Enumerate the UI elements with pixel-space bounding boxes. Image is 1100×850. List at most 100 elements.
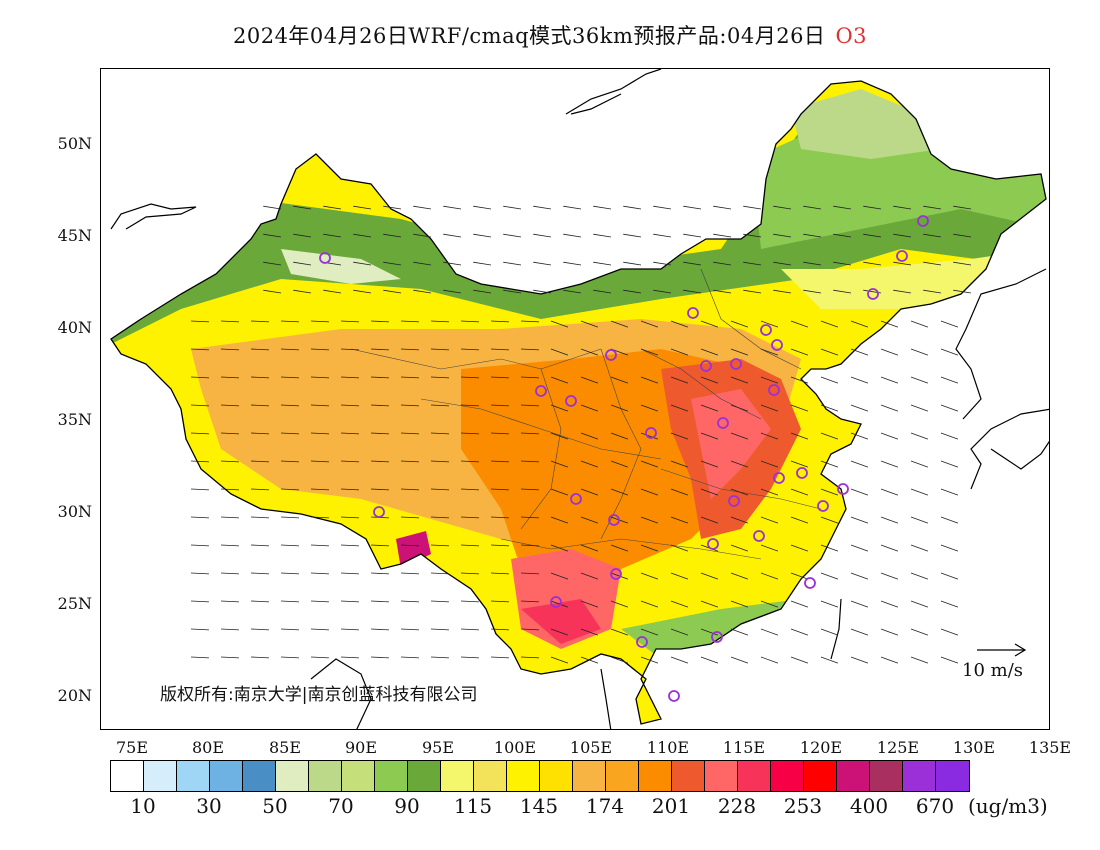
wind-vector: [220, 628, 239, 631]
wind-vector: [310, 516, 329, 519]
wind-vector: [400, 628, 419, 631]
wind-vector: [743, 233, 762, 238]
wind-vector: [250, 348, 269, 351]
wind-vector: [353, 205, 372, 210]
wind-vector: [400, 656, 419, 659]
wind-vector: [430, 572, 449, 575]
wind-vector: [190, 572, 209, 575]
wind-vector: [760, 404, 779, 412]
wind-vector: [910, 376, 929, 384]
wind-vector: [790, 516, 809, 524]
wind-vector: [880, 432, 899, 440]
wind-vector: [400, 544, 419, 547]
wind-vector: [293, 261, 312, 266]
colorbar-swatch: [243, 761, 276, 791]
wind-vector: [803, 261, 822, 266]
wind-vector: [910, 320, 929, 328]
wind-vector: [280, 488, 299, 491]
wind-vector: [190, 628, 209, 631]
lon-label: 100E: [493, 738, 537, 757]
wind-vector: [820, 544, 839, 552]
wind-vector: [310, 376, 329, 379]
wind-vector: [700, 600, 719, 608]
wind-vector: [430, 376, 449, 379]
wind-vector: [953, 205, 972, 210]
wind-vector: [220, 516, 239, 519]
colorbar-label: 30: [196, 794, 222, 818]
colorbar: [110, 760, 970, 792]
wind-vector: [340, 320, 359, 323]
wind-vector: [610, 488, 629, 496]
colorbar-swatch: [342, 761, 375, 791]
wind-vector: [610, 432, 629, 440]
wind-vector: [910, 460, 929, 468]
wind-vector: [503, 205, 522, 210]
wind-vector: [580, 348, 599, 356]
wind-vector: [640, 488, 659, 496]
wind-vector: [413, 289, 432, 294]
wind-vector: [923, 205, 942, 210]
wind-vector: [910, 404, 929, 412]
wind-vector: [430, 460, 449, 463]
wind-vector: [670, 516, 689, 524]
wind-vector: [550, 572, 569, 580]
wind-vector: [443, 261, 462, 266]
wind-vector: [563, 233, 582, 238]
wind-vector: [503, 233, 522, 238]
wind-vector: [400, 488, 419, 491]
wind-vector: [460, 460, 479, 463]
wind-vector: [760, 544, 779, 552]
wind-vector: [580, 516, 599, 524]
wind-vector: [353, 261, 372, 266]
wind-vector: [220, 544, 239, 547]
wind-vector: [760, 432, 779, 440]
colorbar-swatch: [507, 761, 540, 791]
wind-vector: [910, 600, 929, 608]
wind-vector: [460, 600, 479, 603]
wind-vector: [880, 628, 899, 636]
wind-vector: [700, 488, 719, 496]
wind-vector: [850, 320, 869, 328]
wind-vector: [250, 432, 269, 435]
colorbar-swatch: [408, 761, 441, 791]
colorbar-swatch: [474, 761, 507, 791]
wind-vector: [280, 404, 299, 407]
wind-vector: [833, 261, 852, 266]
wind-vector: [880, 544, 899, 552]
wind-vector: [460, 628, 479, 631]
wind-vector: [940, 404, 959, 412]
colorbar-swatch: [837, 761, 870, 791]
wind-vector: [190, 404, 209, 407]
wind-vector: [700, 656, 719, 664]
wind-vector: [220, 404, 239, 407]
wind-vector: [280, 572, 299, 575]
wind-vector: [730, 488, 749, 496]
wind-vector: [760, 656, 779, 664]
wind-vector: [383, 289, 402, 294]
wind-vector: [503, 261, 522, 266]
wind-vector: [580, 628, 599, 636]
wind-vector: [580, 376, 599, 384]
wind-vector: [623, 205, 642, 210]
wind-vector: [310, 628, 329, 631]
wind-vector: [850, 544, 869, 552]
wind-vector: [310, 656, 329, 659]
wind-vector: [370, 656, 389, 659]
wind-vector: [550, 656, 569, 664]
wind-vector: [850, 656, 869, 664]
wind-vector: [850, 572, 869, 580]
wind-vector: [670, 376, 689, 384]
wind-vector: [803, 289, 822, 294]
wind-vector: [220, 600, 239, 603]
forecast-map: [110, 69, 1049, 729]
wind-vector: [563, 205, 582, 210]
wind-vector: [850, 348, 869, 356]
wind-vector: [893, 289, 912, 294]
wind-vector: [370, 320, 389, 323]
wind-vector: [670, 460, 689, 468]
wind-vector: [370, 544, 389, 547]
wind-vector: [550, 488, 569, 496]
wind-vector: [490, 656, 509, 659]
wind-vector: [743, 261, 762, 266]
colorbar-swatch: [441, 761, 474, 791]
